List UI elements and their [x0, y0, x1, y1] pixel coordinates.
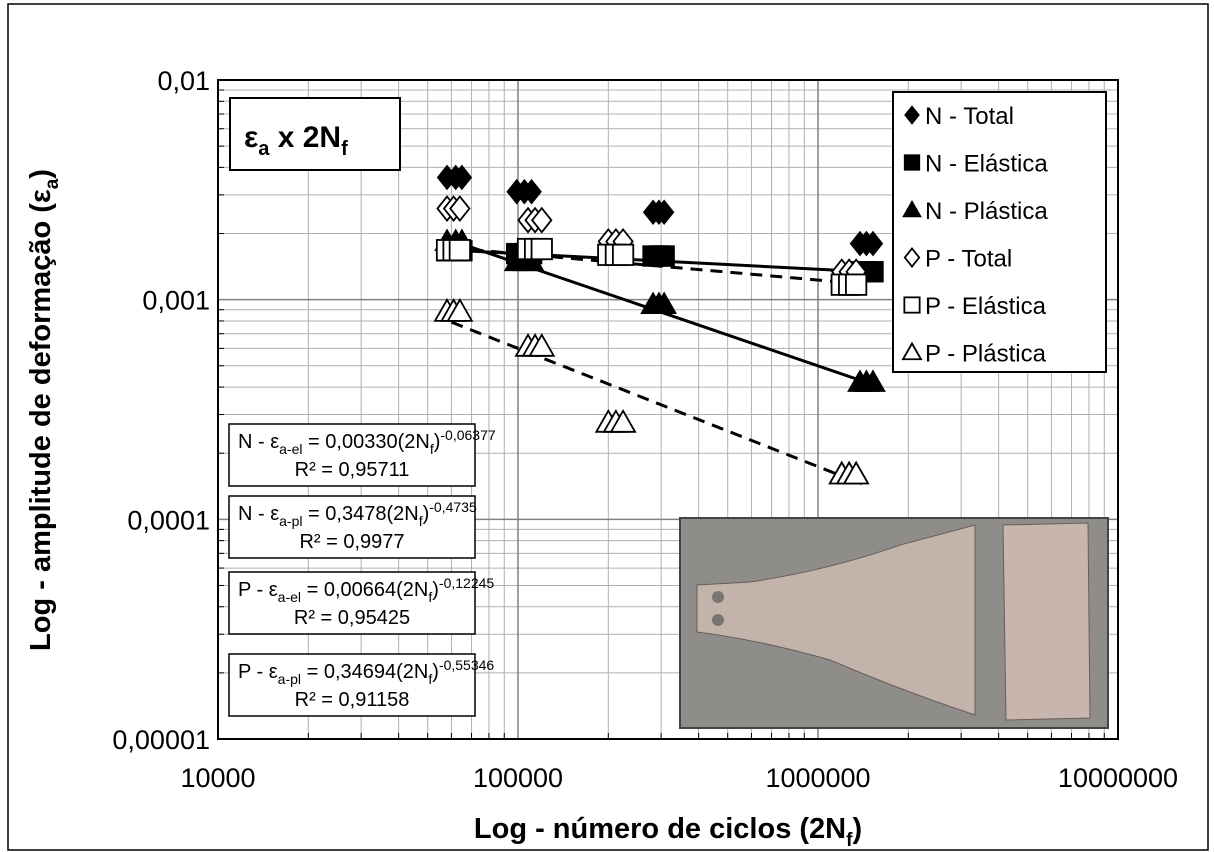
x-axis-title-part: Log - número de ciclos (2N [474, 813, 846, 845]
equation-part: ) [423, 503, 430, 525]
equation-part: ) [432, 661, 439, 683]
title-part: x 2N [269, 121, 341, 154]
equation-r2: R² = 0,95425 [294, 607, 410, 629]
y-tick-label: 0,00001 [112, 725, 210, 755]
marker-square [904, 297, 919, 312]
legend-label: N - Plástica [925, 198, 1048, 225]
legend: N - Total N - Elástica N - Plástica P - Tot… [893, 92, 1106, 372]
y-tick-label: 0,001 [142, 286, 210, 316]
legend-label: P - Total [925, 246, 1012, 273]
equation-part: P - ε [238, 579, 278, 601]
title-part: ε [244, 121, 258, 154]
y-axis-title-part: ) [25, 169, 57, 179]
equation-part: = 0,34694(2N [301, 661, 428, 683]
equation-part: = 0,00664(2N [301, 579, 428, 601]
specimen-photo [680, 518, 1108, 728]
x-tick-label: 10000000 [1058, 763, 1178, 793]
marker-square [846, 274, 866, 294]
y-axis-title-part: a [42, 178, 63, 189]
x-tick-label: 10000 [180, 763, 255, 793]
y-tick-label: 0,0001 [127, 505, 210, 535]
x-axis-title-part: ) [852, 813, 862, 845]
marker-square [654, 246, 674, 266]
equation-part: ) [434, 431, 441, 453]
marker-square [904, 155, 919, 170]
equation-part: = 0,3478(2N [303, 503, 419, 525]
equation-part: a-el [279, 441, 302, 457]
legend-box [893, 92, 1106, 372]
equation-part: a-pl [278, 671, 301, 687]
marker-square [450, 240, 470, 260]
equation-r2: R² = 0,91158 [295, 689, 410, 711]
x-tick-label: 100000 [473, 763, 563, 793]
chart: 10000 100000 1000000 10000000 0,00001 0,0001 0… [0, 0, 1214, 852]
title-part: f [341, 138, 348, 160]
equation-part: a-el [278, 589, 301, 605]
equation-part: -0,12245 [439, 575, 494, 591]
x-tick-label: 1000000 [765, 763, 870, 793]
legend-label: N - Total [925, 103, 1014, 130]
y-tick-label: 0,01 [157, 66, 210, 96]
y-axis-title-part: Log - amplitude de deformação (ε [25, 189, 57, 651]
marker-square [613, 245, 633, 265]
equation-part: P - ε [238, 661, 278, 683]
equation-r2: R² = 0,95711 [295, 459, 410, 481]
equation-part: N - ε [238, 431, 279, 453]
equation-part: N - ε [238, 503, 279, 525]
equation-part: -0,4735 [429, 499, 477, 515]
legend-label: P - Elástica [925, 293, 1047, 320]
equation-part: a-pl [279, 513, 302, 529]
equation-part: = 0,00330(2N [303, 431, 430, 453]
equation-part: ) [432, 579, 439, 601]
page: 10000 100000 1000000 10000000 0,00001 0,0001 0… [0, 0, 1214, 852]
legend-label: P - Plástica [925, 341, 1047, 368]
equation-r2: R² = 0,9977 [299, 531, 404, 553]
hole [712, 591, 724, 603]
hole [712, 614, 724, 626]
specimen-right [1003, 523, 1090, 720]
legend-label: N - Elástica [925, 151, 1048, 178]
equation-part: -0,55346 [439, 657, 494, 673]
marker-square [532, 239, 552, 259]
equation-part: -0,06377 [440, 427, 495, 443]
